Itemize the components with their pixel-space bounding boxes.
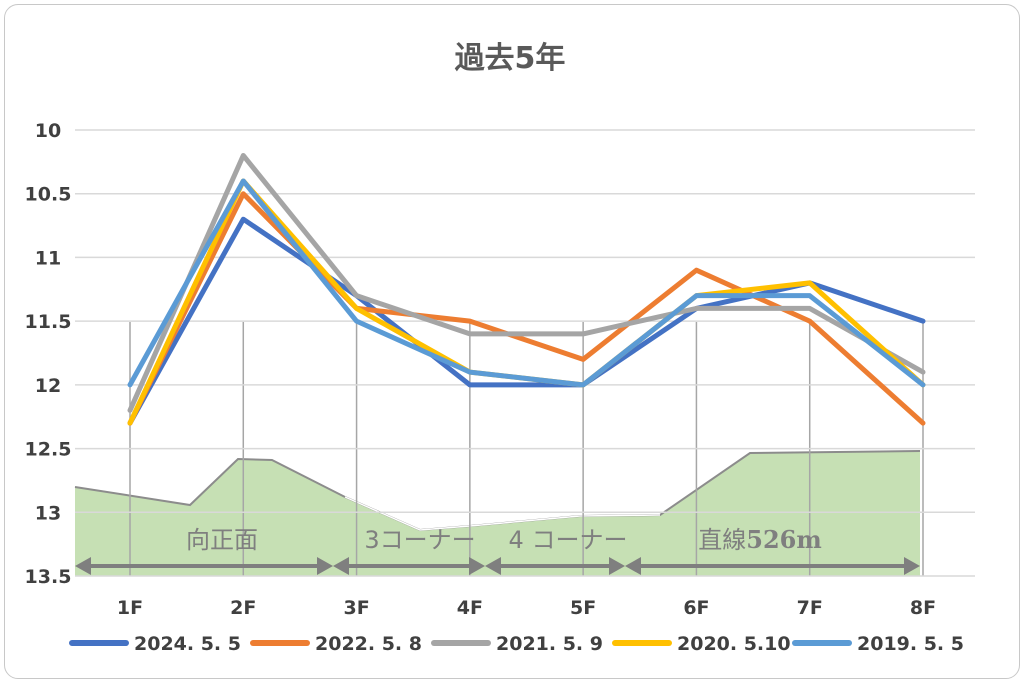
section-arrow-head-right xyxy=(904,557,920,575)
course-profile xyxy=(74,450,921,576)
chart-title: 過去5年 xyxy=(455,41,566,76)
series-lines xyxy=(127,152,926,426)
section-arrow-head-right xyxy=(609,557,625,575)
legend-label: 2020. 5.10 xyxy=(677,633,791,655)
x-tick-label: 3F xyxy=(343,597,369,619)
x-tick-label: 4F xyxy=(457,597,483,619)
y-tick-label: 13 xyxy=(35,502,61,524)
section-label: 3コーナー xyxy=(364,526,475,554)
legend-label: 2022. 5. 8 xyxy=(315,633,422,655)
legend-label: 2024. 5. 5 xyxy=(134,633,241,655)
legend: 2024. 5. 5 2022. 5. 8 2021. 5. 9 2020. 5.10… xyxy=(69,633,964,655)
series-line xyxy=(127,191,926,426)
y-tick-label: 10.5 xyxy=(25,184,72,206)
section-label: 向正面 xyxy=(186,526,258,554)
series-line xyxy=(127,178,926,388)
series-line xyxy=(127,152,926,413)
section-arrow-head-left xyxy=(75,557,91,575)
section-label-text: 3コーナー xyxy=(364,526,475,554)
y-tick-label: 13.5 xyxy=(25,566,72,588)
section-arrow-head-left xyxy=(485,557,501,575)
course-sections: 向正面 3コーナー 4 コーナー 直線526m xyxy=(75,525,920,575)
y-axis-ticks: 10 10.5 11 11.5 12 12.5 13 13.5 xyxy=(25,120,72,588)
section-arrow-head-right xyxy=(317,557,333,575)
y-tick-label: 12 xyxy=(35,375,61,397)
x-tick-label: 1F xyxy=(117,597,143,619)
y-tick-label: 11 xyxy=(35,247,61,269)
legend-label: 2021. 5. 9 xyxy=(496,633,603,655)
section-arrow-head-left xyxy=(333,557,349,575)
x-tick-label: 7F xyxy=(797,597,823,619)
x-tick-label: 8F xyxy=(910,597,936,619)
y-tick-label: 12.5 xyxy=(25,439,72,461)
section-label: 4 コーナー xyxy=(509,526,628,554)
course-elevation-area xyxy=(75,451,920,576)
x-tick-label: 2F xyxy=(230,597,256,619)
y-tick-label: 11.5 xyxy=(25,311,72,333)
section-arrow-head-right xyxy=(469,557,485,575)
x-tick-label: 5F xyxy=(570,597,596,619)
gridlines xyxy=(75,129,975,577)
section-label-text: 直線 xyxy=(698,526,746,554)
y-tick-label: 10 xyxy=(35,120,61,142)
section-label-distance: 526m xyxy=(746,525,822,554)
x-tick-label: 6F xyxy=(683,597,709,619)
section-label-text: 向正面 xyxy=(186,526,258,554)
x-axis-ticks: 1F 2F 3F 4F 5F 6F 7F 8F xyxy=(117,597,936,619)
section-label-text: 4 コーナー xyxy=(509,526,628,554)
section-arrow-head-left xyxy=(625,557,641,575)
section-label: 直線526m xyxy=(698,525,822,554)
legend-label: 2019. 5. 5 xyxy=(857,633,964,655)
